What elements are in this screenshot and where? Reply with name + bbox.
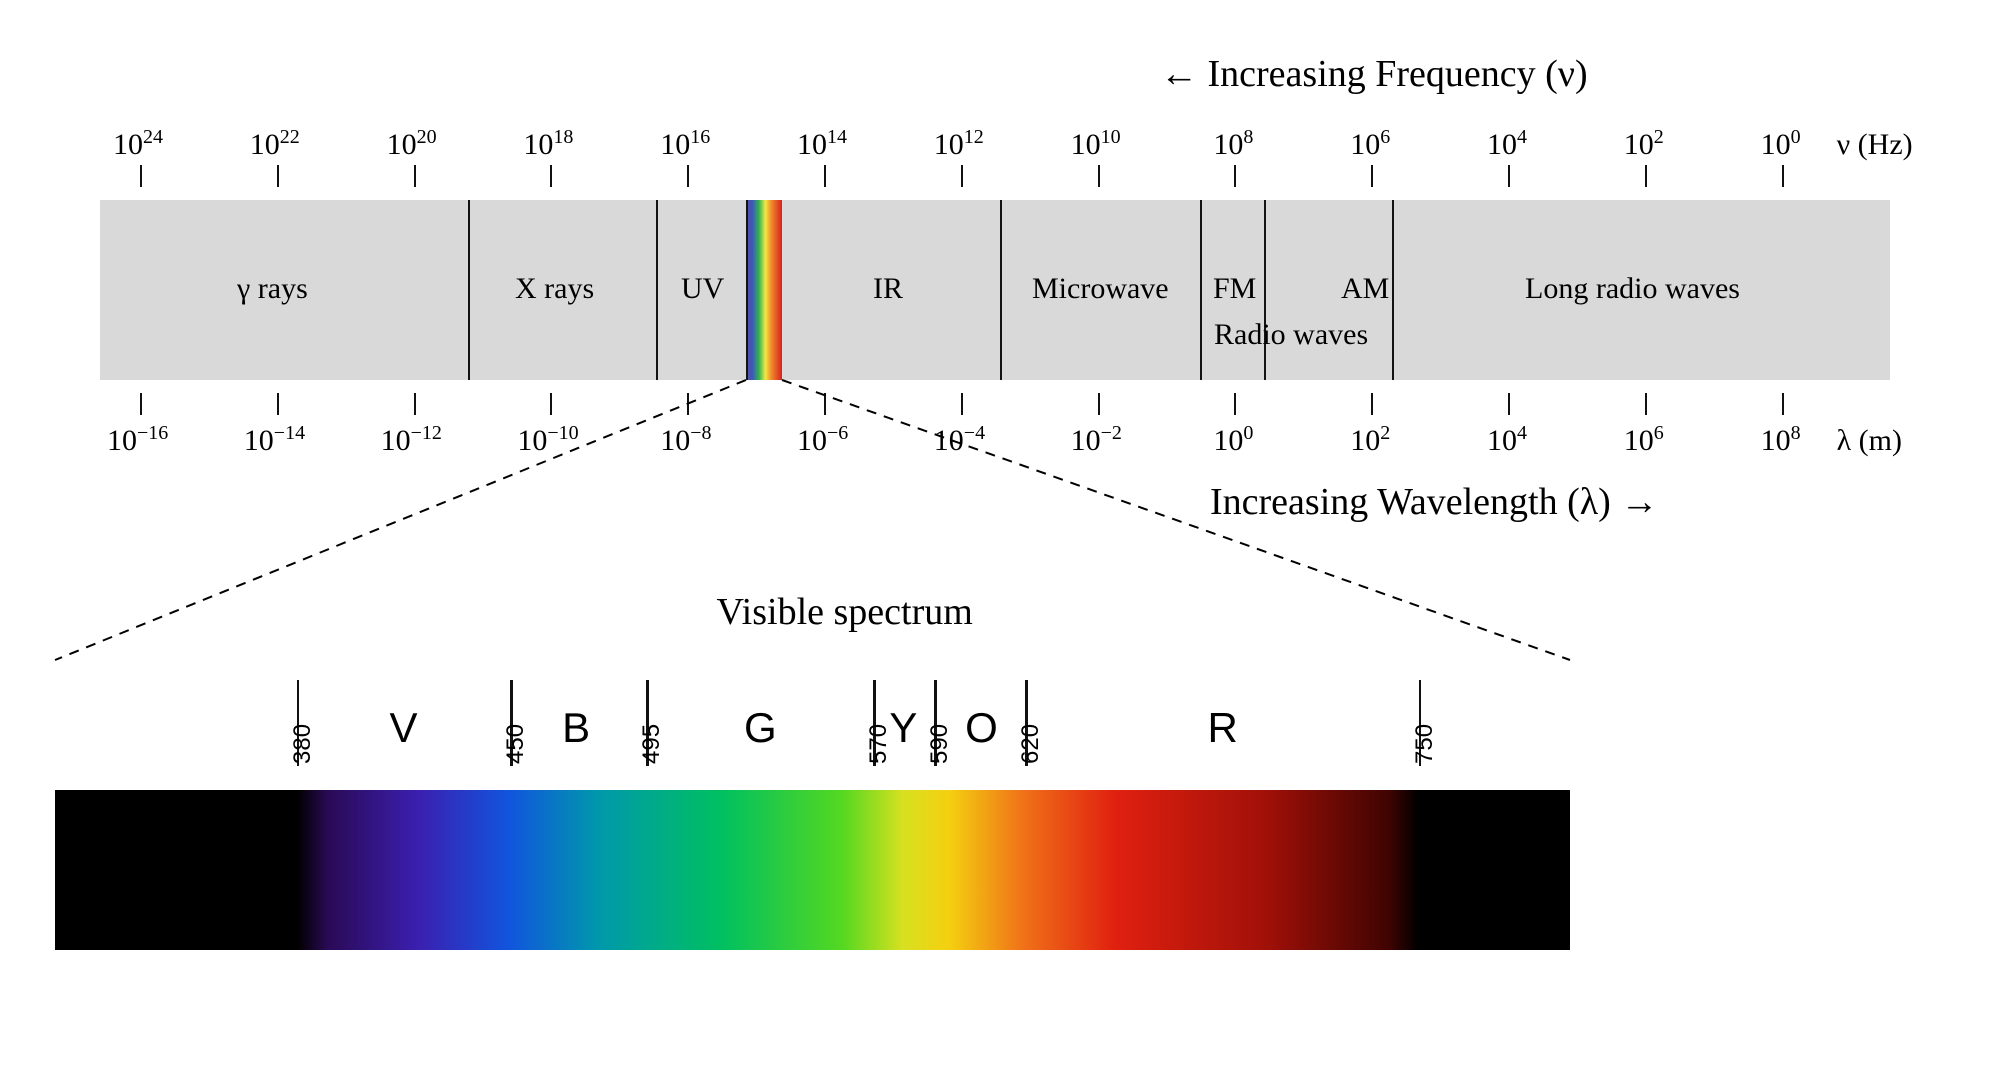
freq-tick-label: 104 — [1487, 128, 1527, 162]
freq-tick — [550, 165, 552, 187]
wave-tick — [1234, 393, 1236, 415]
freq-tick — [1782, 165, 1784, 187]
freq-tick-label: 1016 — [660, 128, 710, 162]
wave-tick — [550, 393, 552, 415]
wave-tick-label: 10−4 — [934, 424, 985, 458]
em-region-label: Long radio waves — [1525, 272, 1740, 306]
freq-tick-label: 1012 — [934, 128, 984, 162]
freq-tick — [687, 165, 689, 187]
wave-tick-label: 10−8 — [660, 424, 711, 458]
wavelength-arrow-title: Increasing Wavelength (λ) → — [1210, 480, 1658, 524]
wave-tick — [687, 393, 689, 415]
visible-tick-label: 620 — [1017, 724, 1045, 764]
wave-tick — [277, 393, 279, 415]
wave-tick-label: 10−10 — [517, 424, 578, 458]
em-region-label: Microwave — [1032, 272, 1169, 306]
visible-color-letter: R — [1208, 704, 1238, 752]
em-radio-sublabel: Radio waves — [1214, 318, 1368, 352]
freq-tick-label: 100 — [1761, 128, 1801, 162]
em-region-divider — [1264, 200, 1266, 380]
visible-color-letter: O — [965, 704, 998, 752]
visible-color-letter: Y — [889, 704, 917, 752]
wave-tick-label: 10−6 — [797, 424, 848, 458]
freq-tick-label: 108 — [1213, 128, 1253, 162]
wave-tick — [1645, 393, 1647, 415]
visible-spectrum-band — [55, 790, 1570, 950]
freq-tick — [961, 165, 963, 187]
freq-tick-label: 1022 — [250, 128, 300, 162]
wave-tick-label: 102 — [1350, 424, 1390, 458]
freq-tick — [1371, 165, 1373, 187]
em-region-label: FM — [1213, 272, 1256, 306]
wave-tick — [1508, 393, 1510, 415]
freq-axis-unit: ν (Hz) — [1837, 128, 1913, 162]
visible-tick-label: 750 — [1411, 724, 1439, 764]
freq-tick — [824, 165, 826, 187]
em-region-divider — [746, 200, 748, 380]
em-region-label: UV — [681, 272, 724, 306]
freq-tick-label: 102 — [1624, 128, 1664, 162]
em-region-label: X rays — [515, 272, 594, 306]
wave-tick — [414, 393, 416, 415]
em-region-divider — [468, 200, 470, 380]
visible-color-letter: V — [389, 704, 417, 752]
wave-tick-label: 104 — [1487, 424, 1527, 458]
frequency-arrow-title: ← Increasing Frequency (ν) — [1160, 52, 1588, 96]
wave-tick — [1098, 393, 1100, 415]
visible-spectrum-title: Visible spectrum — [717, 590, 973, 634]
wave-tick-label: 10−12 — [381, 424, 442, 458]
em-region-label: γ rays — [237, 272, 308, 306]
visible-color-letter: B — [562, 704, 590, 752]
wave-tick — [1371, 393, 1373, 415]
freq-tick — [140, 165, 142, 187]
em-region-divider — [1392, 200, 1394, 380]
freq-tick-label: 1018 — [523, 128, 573, 162]
visible-color-letter: G — [744, 704, 777, 752]
freq-tick — [1234, 165, 1236, 187]
freq-tick-label: 1010 — [1071, 128, 1121, 162]
freq-tick — [1645, 165, 1647, 187]
em-band-visible-sliver — [746, 200, 782, 380]
em-region-divider — [656, 200, 658, 380]
em-region-label: AM — [1341, 272, 1389, 306]
wave-tick — [961, 393, 963, 415]
freq-tick — [1508, 165, 1510, 187]
freq-tick — [1098, 165, 1100, 187]
freq-tick-label: 106 — [1350, 128, 1390, 162]
wave-tick-label: 106 — [1624, 424, 1664, 458]
wave-tick — [824, 393, 826, 415]
visible-tick-label: 380 — [289, 724, 317, 764]
em-region-label: IR — [873, 272, 903, 306]
wave-tick — [1782, 393, 1784, 415]
freq-tick — [277, 165, 279, 187]
visible-tick-label: 495 — [638, 724, 666, 764]
visible-tick-label: 450 — [502, 724, 530, 764]
freq-tick-label: 1014 — [797, 128, 847, 162]
freq-tick-label: 1024 — [113, 128, 163, 162]
visible-tick-label: 590 — [926, 724, 954, 764]
wave-tick-label: 108 — [1761, 424, 1801, 458]
wave-tick-label: 10−14 — [244, 424, 305, 458]
wave-tick-label: 100 — [1213, 424, 1253, 458]
wave-axis-unit: λ (m) — [1837, 424, 1902, 458]
em-region-divider — [1200, 200, 1202, 380]
wave-tick-label: 10−2 — [1071, 424, 1122, 458]
wave-tick-label: 10−16 — [107, 424, 168, 458]
em-region-divider — [1000, 200, 1002, 380]
freq-tick-label: 1020 — [387, 128, 437, 162]
freq-tick — [414, 165, 416, 187]
wave-tick — [140, 393, 142, 415]
